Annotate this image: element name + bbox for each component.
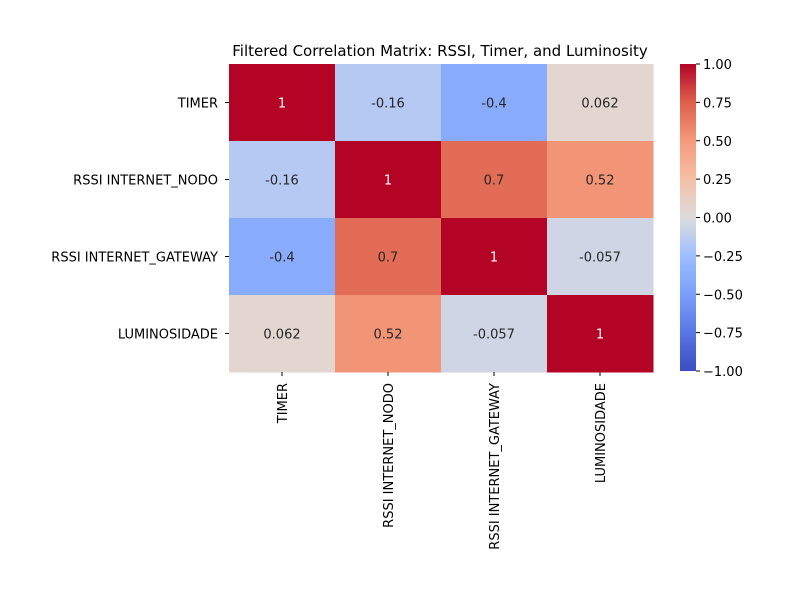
cell-annotation-r0-c0: 1 — [278, 97, 286, 112]
heatmap-cell-r1-c1 — [335, 141, 442, 219]
cell-annotation-r1-c0: -0.16 — [265, 174, 299, 189]
row-label-3: LUMINOSIDADE — [118, 328, 218, 343]
colorbar-tick-label-5: −0.25 — [703, 250, 743, 265]
chart-title: Filtered Correlation Matrix: RSSI, Timer… — [232, 42, 648, 60]
heatmap-cell-r3-c3 — [547, 295, 654, 373]
col-label-3: LUMINOSIDADE — [594, 383, 609, 483]
heatmap-cell-r2-c2 — [441, 218, 548, 296]
heatmap-cell-r1-c0 — [229, 141, 336, 219]
colorbar-tick-label-3: 0.25 — [703, 173, 732, 188]
cell-annotation-r0-c2: -0.4 — [481, 97, 506, 112]
colorbar — [680, 64, 696, 371]
cell-annotation-r2-c2: 1 — [490, 251, 498, 266]
cell-annotation-r3-c0: 0.062 — [263, 328, 300, 343]
colorbar-ticks: 1.00 0.75 0.50 0.25 0.00 −0.25 −0.50 −0.75 −1.00 — [696, 58, 743, 380]
heatmap-cell-r3-c2 — [441, 295, 548, 373]
cell-annotation-r2-c1: 0.7 — [378, 251, 399, 266]
cell-annotation-r0-c3: 0.062 — [581, 97, 618, 112]
colorbar-tick-label-1: 0.75 — [703, 96, 732, 111]
col-label-2: RSSI INTERNET_GATEWAY — [488, 383, 503, 550]
column-labels: TIMER RSSI INTERNET_NODO RSSI INTERNET_GAT… — [276, 372, 609, 550]
colorbar-tick-label-0: 1.00 — [703, 58, 732, 73]
cell-annotation-r3-c3: 1 — [596, 328, 604, 343]
row-label-2: RSSI INTERNET_GATEWAY — [51, 251, 218, 266]
cell-annotation-r3-c2: -0.057 — [473, 328, 515, 343]
colorbar-tick-label-6: −0.50 — [703, 288, 743, 303]
cell-annotations: 1 -0.16 -0.4 0.062 -0.16 1 0.7 0.52 -0.4 0.7 1 -0.0… — [263, 97, 621, 343]
row-label-0: TIMER — [177, 97, 218, 112]
row-labels: TIMER RSSI INTERNET_NODO RSSI INTERNET_GAT… — [51, 97, 229, 343]
row-label-1: RSSI INTERNET_NODO — [73, 174, 218, 189]
cell-annotation-r0-c1: -0.16 — [371, 97, 405, 112]
heatmap-cell-r0-c0 — [229, 64, 336, 142]
heatmap-cell-r3-c0 — [229, 295, 336, 373]
col-label-1: RSSI INTERNET_NODO — [382, 383, 397, 528]
heatmap-cell-r1-c3 — [547, 141, 654, 219]
cell-annotation-r2-c3: -0.057 — [579, 251, 621, 266]
heatmap-cell-r0-c1 — [335, 64, 442, 142]
col-label-0: TIMER — [276, 383, 291, 424]
cell-annotation-r1-c1: 1 — [384, 174, 392, 189]
heatmap-cell-r1-c2 — [441, 141, 548, 219]
cell-annotation-r2-c0: -0.4 — [269, 251, 294, 266]
cell-annotation-r3-c1: 0.52 — [374, 328, 403, 343]
colorbar-gradient — [680, 64, 696, 371]
heatmap-cell-r0-c2 — [441, 64, 548, 142]
cell-annotation-r1-c3: 0.52 — [586, 174, 615, 189]
colorbar-tick-label-8: −1.00 — [703, 365, 743, 380]
heatmap-cell-r2-c1 — [335, 218, 442, 296]
colorbar-tick-label-7: −0.75 — [703, 327, 743, 342]
heatmap-cell-r0-c3 — [547, 64, 654, 142]
cell-annotation-r1-c2: 0.7 — [484, 174, 505, 189]
heatmap-cells — [229, 64, 654, 373]
heatmap-cell-r2-c3 — [547, 218, 654, 296]
heatmap-cell-r3-c1 — [335, 295, 442, 373]
colorbar-tick-label-4: 0.00 — [703, 212, 732, 227]
colorbar-tick-label-2: 0.50 — [703, 135, 732, 150]
heatmap-cell-r2-c0 — [229, 218, 336, 296]
